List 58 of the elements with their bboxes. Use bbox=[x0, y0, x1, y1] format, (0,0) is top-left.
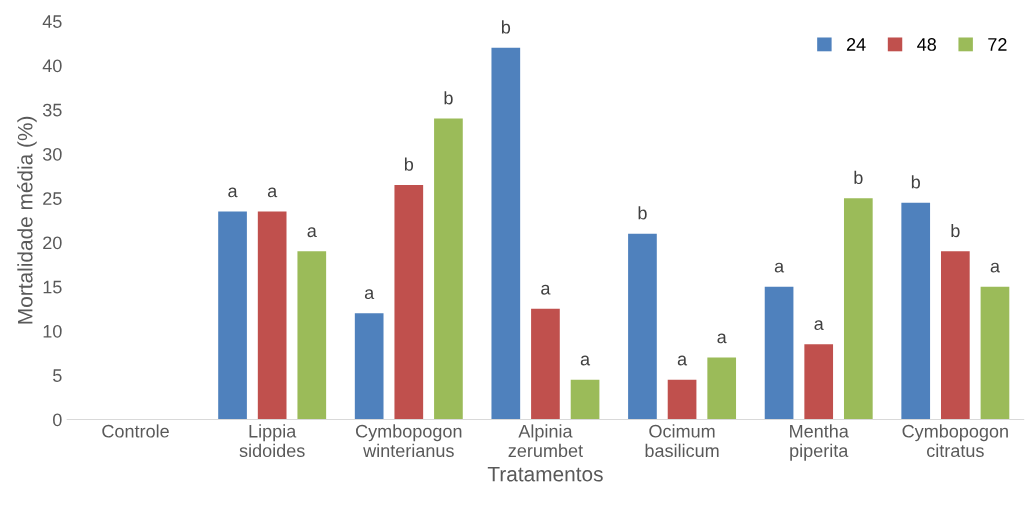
y-tick-label: 15 bbox=[43, 280, 62, 294]
y-tick-label: 5 bbox=[53, 369, 62, 382]
data-label: a bbox=[307, 227, 317, 238]
x-tick-label: Controle bbox=[102, 424, 169, 438]
data-label: a bbox=[774, 262, 785, 273]
y-tick-label: 0 bbox=[53, 413, 62, 427]
bar bbox=[667, 379, 697, 420]
legend-label: 48 bbox=[917, 38, 936, 51]
bar bbox=[434, 118, 463, 420]
data-label: a bbox=[717, 333, 727, 344]
y-tick-label: 40 bbox=[42, 59, 62, 73]
bar bbox=[804, 344, 834, 420]
data-label: b bbox=[444, 91, 453, 105]
legend-label: 24 bbox=[846, 38, 866, 51]
bar bbox=[257, 211, 287, 420]
bar bbox=[218, 211, 247, 420]
x-tick-label: Cymbopogon winterianus bbox=[356, 424, 462, 458]
data-label: b bbox=[638, 206, 647, 220]
data-label: a bbox=[228, 187, 238, 198]
data-label: b bbox=[501, 20, 511, 34]
data-label: a bbox=[580, 355, 591, 366]
bar bbox=[531, 308, 560, 420]
data-label: a bbox=[364, 289, 375, 300]
data-label: a bbox=[677, 355, 688, 366]
bar bbox=[491, 47, 521, 420]
bar bbox=[570, 379, 600, 420]
bar bbox=[843, 198, 873, 420]
x-axis-title: Tratamentos bbox=[487, 466, 603, 482]
data-label: b bbox=[854, 170, 863, 185]
data-label: a bbox=[267, 187, 278, 198]
bar bbox=[297, 251, 327, 420]
x-tick-label: Cymbopogon citratus bbox=[902, 424, 1008, 458]
x-tick-label: Lippia sidoides bbox=[239, 424, 305, 458]
y-tick-label: 30 bbox=[42, 147, 62, 161]
x-tick-label: Mentha piperita bbox=[790, 424, 849, 461]
y-tick-label: 35 bbox=[42, 103, 62, 117]
bar bbox=[628, 233, 657, 420]
y-tick-label: 45 bbox=[42, 15, 62, 28]
bar bbox=[394, 184, 424, 420]
bar bbox=[707, 357, 737, 420]
x-tick-label: Ocimum basilicum bbox=[645, 424, 719, 458]
bar bbox=[901, 202, 931, 420]
legend-label: 72 bbox=[988, 38, 1007, 51]
data-label: a bbox=[990, 262, 1000, 273]
y-axis-title: Mortalidade média (%) bbox=[17, 116, 37, 324]
y-tick-label: 20 bbox=[43, 236, 62, 250]
data-label: a bbox=[541, 284, 551, 295]
data-label: b bbox=[951, 223, 960, 238]
y-tick-label: 25 bbox=[43, 192, 62, 205]
bar bbox=[980, 286, 1010, 420]
data-label: b bbox=[911, 175, 920, 189]
bar bbox=[941, 251, 970, 420]
data-label: b bbox=[404, 157, 414, 171]
bar bbox=[354, 313, 384, 420]
data-label: a bbox=[814, 320, 824, 331]
y-tick-label: 10 bbox=[43, 324, 62, 338]
x-tick-label: Alpinia zerumbet bbox=[508, 424, 583, 458]
bar bbox=[764, 286, 794, 420]
